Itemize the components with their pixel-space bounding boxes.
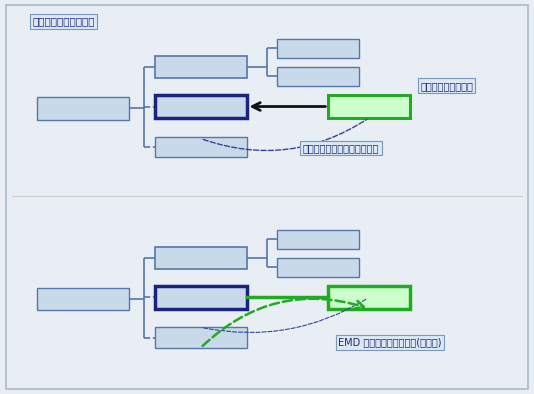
Bar [277,258,359,277]
Text: 用户在现有目标上放置新元素: 用户在现有目标上放置新元素 [303,143,379,153]
Bar [155,137,247,157]
Bar [277,67,359,86]
Text: 要连接到树的新元素: 要连接到树的新元素 [420,81,473,91]
Bar [155,247,247,269]
Text: 现有嵌入树和引用关系: 现有嵌入树和引用关系 [32,16,95,26]
Bar [277,230,359,249]
Bar [37,97,129,120]
Bar [37,288,129,310]
Bar [155,327,247,348]
Bar [155,95,247,118]
Bar [155,56,247,78]
Bar [328,286,410,309]
Bar [328,95,410,118]
Text: EMD 确定要创建的新链接(和对象): EMD 确定要创建的新链接(和对象) [339,337,442,347]
Bar [155,286,247,309]
Bar [277,39,359,58]
